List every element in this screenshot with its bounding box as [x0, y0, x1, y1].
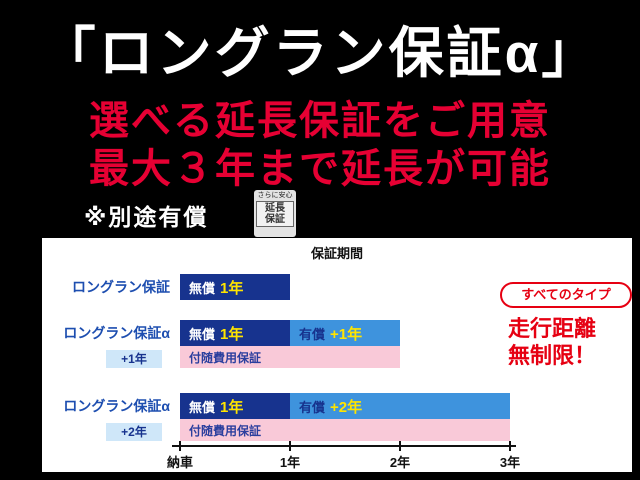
bar-row2-cost-coverage: 付随費用保証: [180, 419, 510, 441]
extension-badge-plus1: +1年: [106, 350, 162, 368]
callout-line-1: 走行距離: [508, 316, 597, 341]
bar-row1-cost-coverage: 付随費用保証: [180, 346, 400, 368]
bar-row1-free: 無償 1年: [180, 320, 290, 346]
page-title: 「ロングラン保証α」: [40, 22, 600, 84]
extension-badge-plus2: +2年: [106, 423, 162, 441]
subtitle-line-1: 選べる延長保証をご用意: [89, 99, 551, 143]
chart-title: 保証期間: [310, 246, 363, 261]
all-types-pill: すべてのタイプ: [500, 282, 632, 308]
extended-warranty-stamp-icon: さらに安心 延長 保証: [254, 190, 296, 237]
row-label-longrun-alpha-1: ロングラン保証α: [63, 325, 170, 341]
bar-text-prefix: 無償: [189, 399, 216, 415]
stamp-line-2: 保証: [265, 214, 285, 225]
x-axis-tick: [289, 441, 291, 451]
x-axis-label-year2: 2年: [389, 455, 411, 470]
bar-text-value: +2年: [330, 398, 363, 416]
bar-row1-paid: 有償 +1年: [290, 320, 400, 346]
bar-text-prefix: 無償: [189, 326, 216, 342]
bar-text-prefix: 有償: [299, 399, 326, 415]
bar-text-value: 1年: [220, 279, 244, 297]
x-axis-label-year1: 1年: [279, 455, 301, 470]
bar-row2-paid: 有償 +2年: [290, 393, 510, 419]
row-label-longrun: ロングラン保証: [72, 279, 170, 295]
bar-text-value: +1年: [330, 325, 363, 343]
stamp-caption: さらに安心: [257, 192, 293, 199]
subtitle-line-2: 最大３年まで延長が可能: [89, 147, 551, 191]
bar-text-value: 1年: [220, 325, 244, 343]
bar-text-prefix: 有償: [299, 326, 326, 342]
x-axis-tick: [509, 441, 511, 451]
cost-coverage-label: 付随費用保証: [189, 350, 262, 365]
x-axis-tick: [179, 441, 181, 451]
unlimited-mileage-callout: すべてのタイプ 走行距離 無制限！: [500, 282, 632, 369]
bar-text-value: 1年: [220, 398, 244, 416]
row-label-longrun-alpha-2: ロングラン保証α: [63, 398, 170, 414]
cost-coverage-label: 付随費用保証: [189, 423, 262, 438]
x-axis-tick: [399, 441, 401, 451]
bar-row0-free: 無償 1年: [180, 274, 290, 300]
x-axis-label-year3: 3年: [499, 455, 521, 470]
stamp-box: 延長 保証: [256, 201, 294, 227]
paid-option-note: ※別途有償: [84, 204, 209, 230]
bar-text-prefix: 無償: [189, 280, 216, 296]
x-axis-label-delivery: 納車: [166, 455, 193, 470]
stamp-line-1: 延長: [265, 203, 285, 214]
x-axis-line: [172, 445, 516, 447]
warranty-period-chart: 保証期間 ロングラン保証 無償 1年 ロングラン保証α +1年 無償 1年 有償…: [42, 238, 632, 472]
callout-line-2: 無制限！: [508, 343, 597, 368]
callout-text: 走行距離 無制限！: [500, 315, 632, 369]
bar-row2-free: 無償 1年: [180, 393, 290, 419]
